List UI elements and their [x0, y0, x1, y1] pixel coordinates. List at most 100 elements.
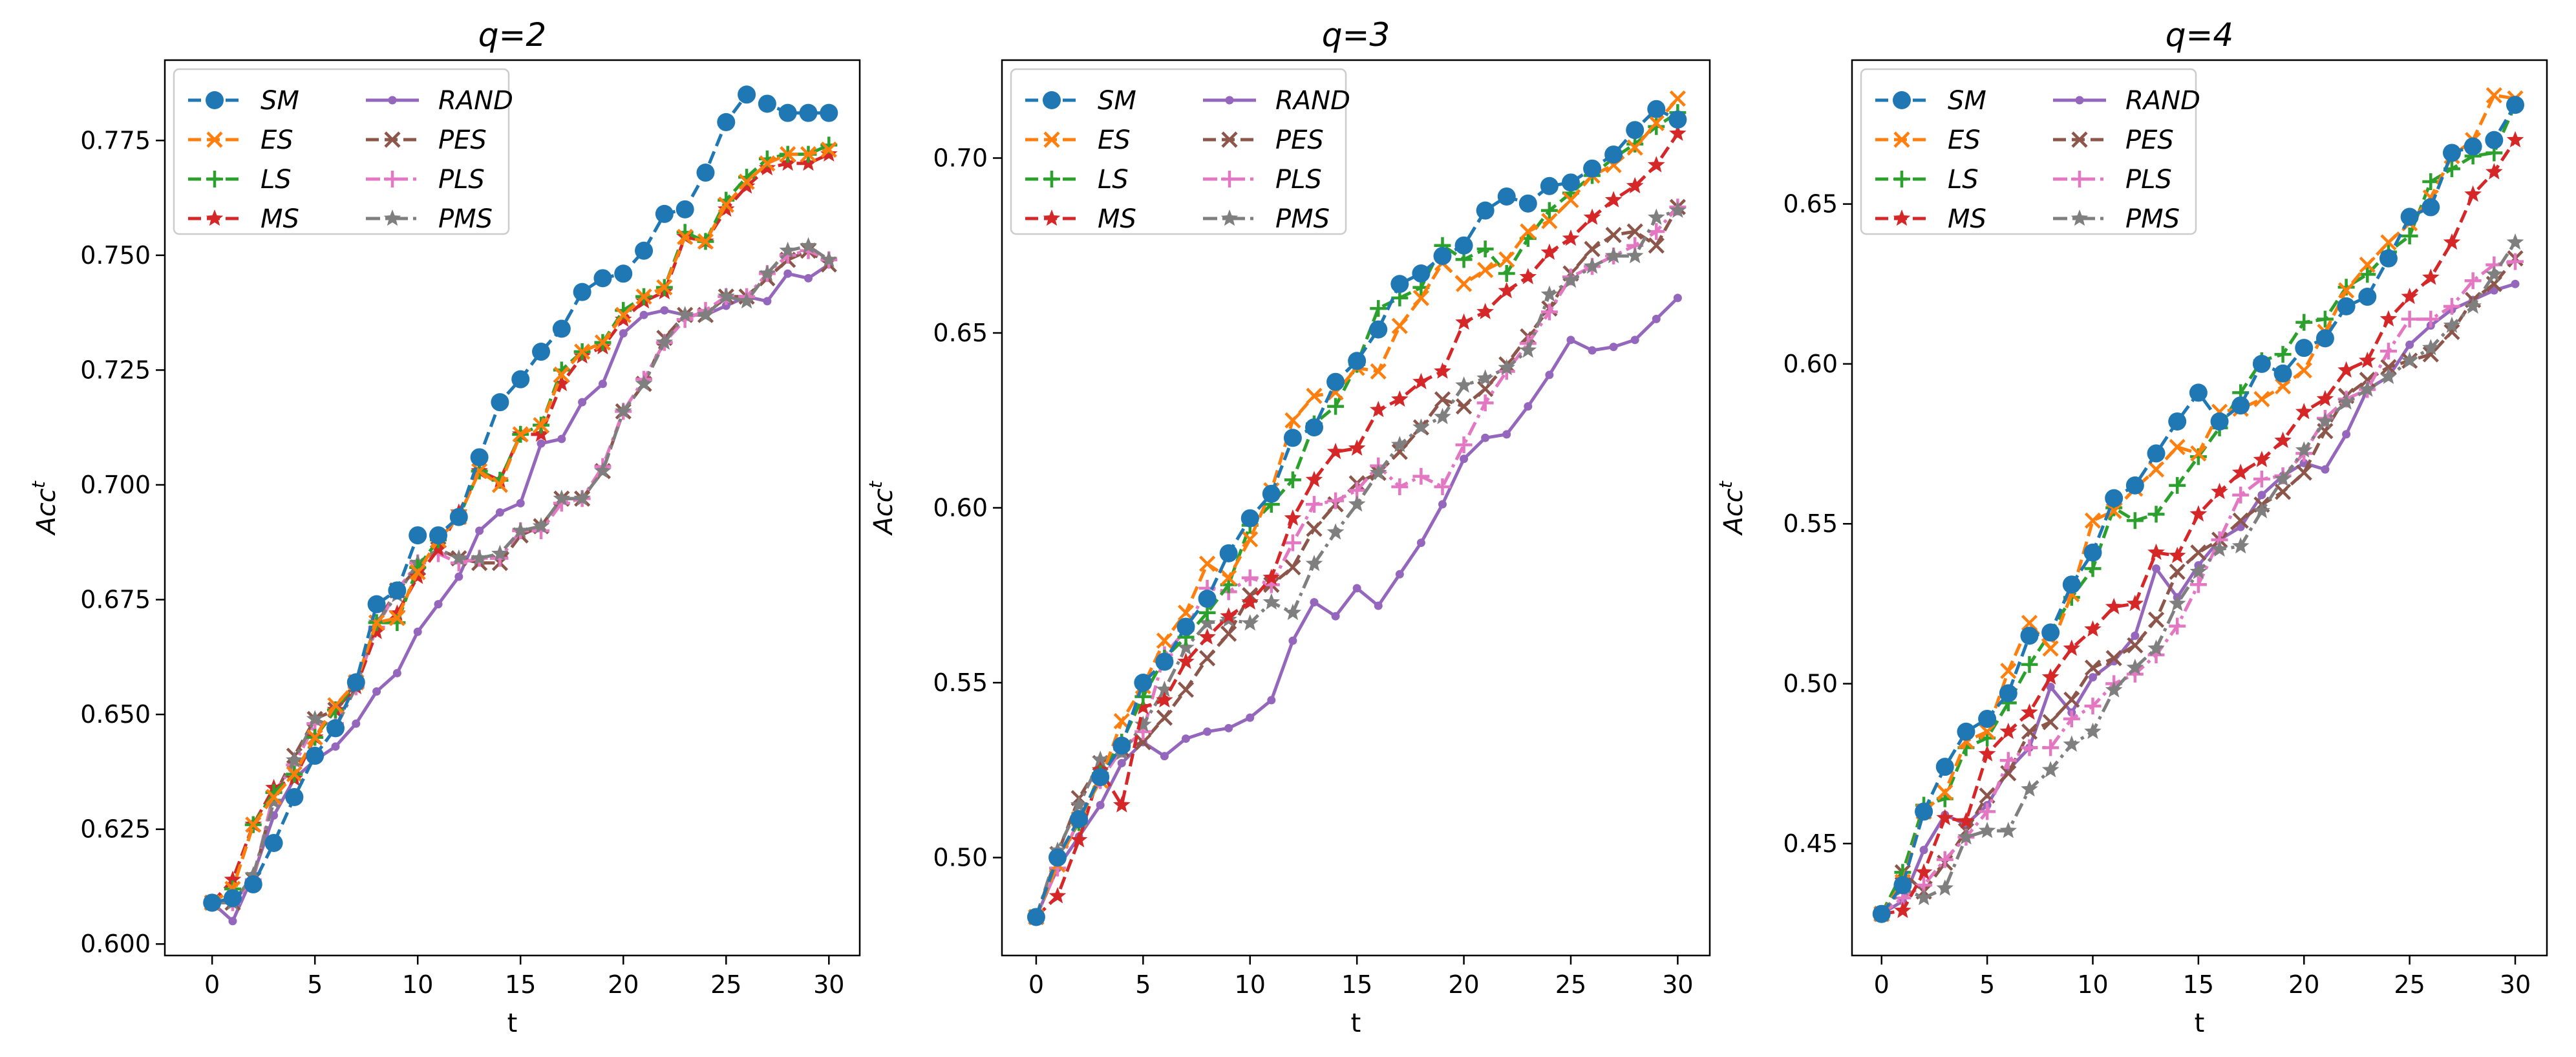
- data-point-ls: [1327, 398, 1345, 415]
- data-point-ms: [1305, 471, 1323, 487]
- data-point-ms: [1978, 745, 1996, 762]
- data-point-pms: [1604, 247, 1623, 264]
- data-point-sm: [1561, 173, 1580, 192]
- data-point-sm: [2210, 412, 2229, 431]
- data-point-es: [389, 610, 405, 626]
- data-point-pms: [1262, 593, 1281, 610]
- data-point-es: [2169, 438, 2186, 456]
- data-point-pes: [2105, 650, 2122, 667]
- data-point-es: [2000, 663, 2017, 679]
- data-point-rand: [2511, 279, 2520, 288]
- data-point-ms: [1626, 176, 1644, 194]
- x-tick-label: 15: [2183, 970, 2214, 999]
- data-point-es: [677, 228, 694, 246]
- data-point-pls: [1648, 223, 1665, 240]
- data-point-rand: [1352, 584, 1361, 593]
- data-point-sm: [470, 448, 489, 467]
- data-point-pls: [2253, 470, 2270, 487]
- data-point-sm: [2062, 575, 2081, 594]
- data-point-es: [2253, 390, 2270, 407]
- data-point-ls: [2021, 656, 2038, 673]
- data-point-pms: [2189, 562, 2208, 579]
- data-point-pms: [1669, 201, 1687, 218]
- series-sm: [1872, 96, 2524, 923]
- data-point-sm: [532, 343, 551, 361]
- data-point-ms: [1476, 303, 1494, 319]
- data-point-sm: [1219, 544, 1238, 562]
- data-point-pls: [1391, 478, 1409, 496]
- data-point-ls: [1540, 202, 1558, 219]
- y-tick-label: 0.775: [80, 126, 151, 155]
- data-point-rand: [2236, 522, 2245, 531]
- data-point-pms: [2041, 761, 2060, 778]
- data-point-rand: [578, 398, 587, 407]
- chart-title: q=2: [478, 16, 546, 54]
- data-point-rand: [1588, 346, 1597, 355]
- data-point-pms: [1070, 796, 1088, 813]
- data-point-es: [718, 197, 734, 213]
- legend-label: PMS: [2125, 204, 2180, 234]
- data-point-ms: [1070, 831, 1088, 848]
- legend-entry-pes: PES: [2053, 125, 2174, 155]
- data-point-ms: [2358, 352, 2376, 368]
- data-point-pes: [2295, 464, 2312, 481]
- data-point-sm: [2083, 543, 2102, 562]
- data-point-es: [491, 476, 509, 493]
- data-point-ms: [224, 870, 242, 888]
- data-point-es: [615, 306, 632, 323]
- data-point-sm: [1518, 194, 1537, 213]
- x-axis-label: t: [507, 1009, 518, 1038]
- x-tick-label: 10: [2077, 970, 2108, 999]
- data-point-pms: [1936, 879, 1954, 896]
- data-point-ls: [1498, 265, 1515, 283]
- legend-entry-es: ES: [1025, 125, 1131, 155]
- data-point-sm: [1283, 429, 1302, 447]
- data-point-es: [800, 146, 817, 163]
- y-tick-label: 0.50: [933, 844, 988, 872]
- data-point-pms: [2126, 658, 2144, 676]
- data-point-ls: [2274, 346, 2292, 363]
- data-point-rand: [1652, 314, 1661, 323]
- y-tick-label: 0.70: [933, 144, 988, 172]
- legend-marker-ms: [206, 209, 224, 226]
- legend-entry-pes: PES: [1203, 125, 1324, 155]
- legend-marker-pls: [384, 171, 401, 187]
- data-point-sm: [2295, 339, 2314, 358]
- data-point-rand: [1117, 758, 1126, 767]
- legend-marker-pes: [1221, 131, 1238, 148]
- data-point-pls: [2232, 486, 2250, 504]
- data-point-ls: [1476, 240, 1494, 258]
- data-point-pms: [1915, 889, 1933, 906]
- data-point-pms: [1241, 614, 1259, 631]
- x-axis-label: t: [1351, 1009, 1361, 1038]
- legend-label: PMS: [1275, 204, 1330, 234]
- legend-entry-ls: LS: [1875, 165, 1979, 195]
- legend-marker-sm: [206, 91, 224, 109]
- legend-entry-es: ES: [1875, 125, 1981, 155]
- data-point-sm: [655, 204, 674, 223]
- y-tick-label: 0.600: [80, 930, 151, 958]
- data-point-sm: [1433, 246, 1452, 265]
- data-point-sm: [2358, 288, 2377, 306]
- data-point-es: [574, 343, 591, 360]
- data-point-sm: [696, 164, 715, 182]
- y-tick-label: 0.60: [933, 494, 988, 522]
- data-point-pes: [2190, 544, 2207, 561]
- data-point-sm: [2252, 354, 2271, 373]
- data-point-ms: [2063, 639, 2081, 656]
- data-point-ls: [2169, 476, 2186, 494]
- data-point-es: [1562, 191, 1579, 208]
- data-point-pms: [758, 264, 776, 281]
- data-point-pes: [2169, 563, 2186, 581]
- data-point-pms: [553, 489, 571, 506]
- data-point-pms: [2422, 339, 2440, 356]
- data-point-rand: [1919, 846, 1928, 855]
- data-point-es: [1937, 784, 1953, 801]
- legend-marker-pes: [2071, 131, 2088, 148]
- data-point-ms: [1498, 282, 1515, 299]
- data-point-pms: [2316, 412, 2334, 429]
- data-point-pes: [2422, 346, 2439, 363]
- data-point-sm: [1198, 590, 1217, 608]
- data-point-pms: [2379, 367, 2398, 384]
